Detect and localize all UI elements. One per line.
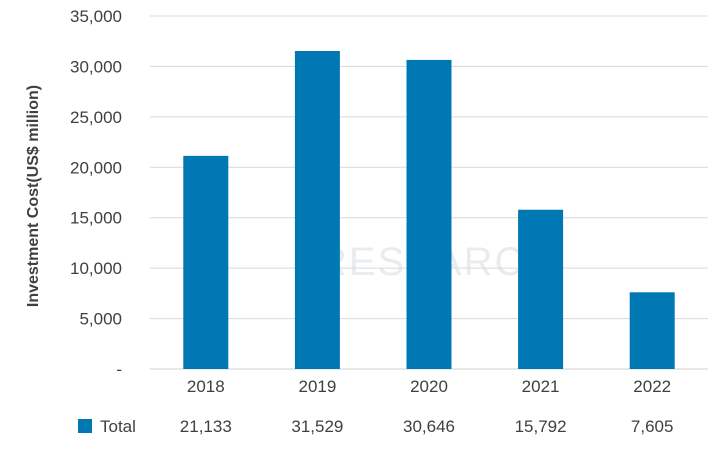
y-tick-label: 25,000 [70,108,122,127]
table-value-2020: 30,646 [403,417,455,436]
bar-2019 [294,51,340,370]
x-axis-ticks: 2018 2019 2020 2021 2022 [187,377,671,396]
table-value-2018: 21,133 [180,417,232,436]
legend-swatch [78,419,92,433]
y-axis-label: Investment Cost(US$ million) [25,85,42,307]
bar-2020 [406,59,452,369]
table-value-2021: 15,792 [515,417,567,436]
data-table-row: Total [78,417,136,436]
y-tick-label: 30,000 [70,57,122,76]
table-value-2019: 31,529 [291,417,343,436]
x-tick-label: 2018 [187,377,225,396]
bar-2021 [518,209,564,369]
bar-2018 [183,155,229,369]
x-tick-label: 2021 [522,377,560,396]
y-axis-ticks: - 5,000 10,000 15,000 20,000 25,000 30,000 35,0… [70,7,122,379]
x-tick-label: 2019 [298,377,336,396]
table-value-2022: 7,605 [631,417,674,436]
x-tick-label: 2020 [410,377,448,396]
bar-2022 [629,292,675,369]
y-tick-label: - [116,360,122,379]
bars [183,51,675,370]
y-tick-label: 5,000 [79,310,122,329]
legend-label-total: Total [100,417,136,436]
data-table-values: 21,133 31,529 30,646 15,792 7,605 [180,417,674,436]
y-tick-label: 20,000 [70,158,122,177]
x-tick-label: 2022 [633,377,671,396]
y-tick-label: 15,000 [70,209,122,228]
y-tick-label: 35,000 [70,7,122,26]
y-tick-label: 10,000 [70,259,122,278]
